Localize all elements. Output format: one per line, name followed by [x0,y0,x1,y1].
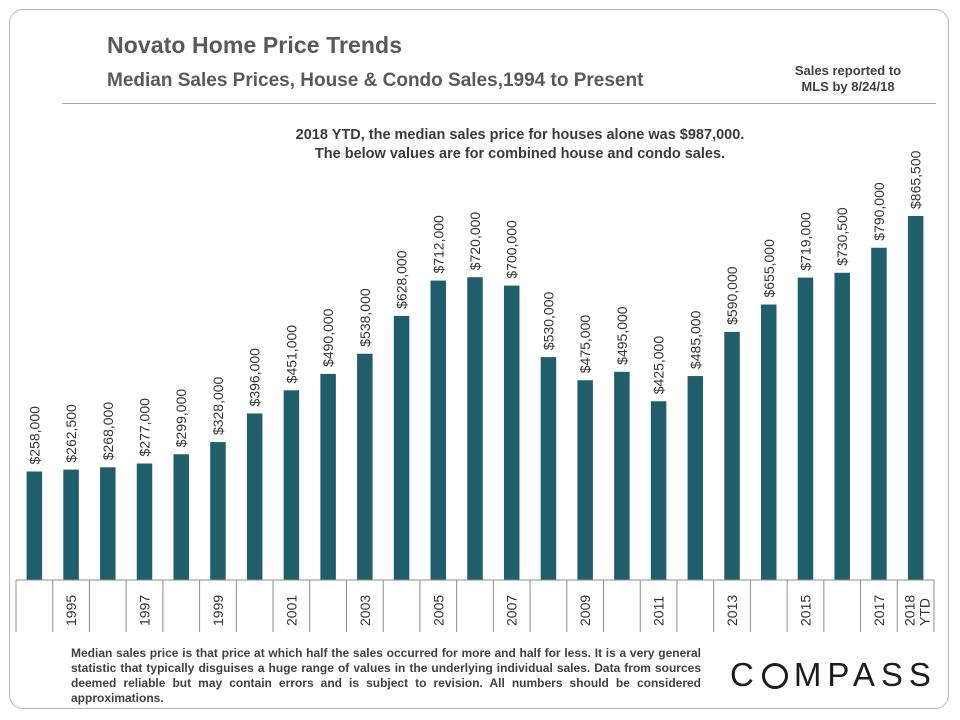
data-label-17: $425,000 [651,336,667,395]
bar-19 [724,331,740,580]
data-label-23: $790,000 [871,182,887,241]
data-label-5: $328,000 [210,376,226,435]
data-label-1: $262,500 [63,404,79,463]
callout-line-2: The below values are for combined house … [314,146,726,162]
footnote: Median sales price is that price at whic… [71,646,701,705]
bar-3 [136,463,153,580]
bar-6 [246,413,263,580]
bar-14 [540,357,557,580]
logo-text-end: MPASS [793,656,937,693]
x-tick-label-24-0: 2018 [902,595,918,626]
bar-7 [283,390,300,580]
chart-callout: 2018 YTD, the median sales price for hou… [220,126,820,164]
data-label-13: $700,000 [504,220,520,279]
data-label-21: $719,000 [797,212,813,271]
x-tick-label-23: 2017 [871,595,887,626]
compass-logo: C MPASS [730,656,937,694]
x-tick-label-17: 2011 [651,596,667,626]
data-label-18: $485,000 [687,310,703,369]
data-label-0: $258,000 [26,406,42,465]
bar-2 [100,467,116,580]
bar-18 [687,376,704,580]
bar-12 [467,277,483,580]
slide-frame [9,9,949,709]
data-label-10: $628,000 [394,250,410,309]
bar-21 [797,277,814,580]
bar-10 [393,315,410,580]
data-label-11: $712,000 [430,215,446,274]
bar-13 [503,285,520,580]
data-label-22: $730,500 [834,207,850,266]
data-label-9: $538,000 [357,288,373,347]
x-tick-label-15: 2009 [577,595,593,626]
x-tick-label-24-1: YTD [917,598,933,626]
data-label-6: $396,000 [247,348,263,407]
data-label-2: $268,000 [100,402,116,461]
x-tick-label-5: 1999 [210,595,226,626]
report-date-note-line1: Sales reported to [794,63,902,78]
bar-4 [173,454,189,580]
bar-11 [430,280,447,580]
chart-subtitle: Median Sales Prices, House & Condo Sales… [107,70,644,91]
chart-title: Novato Home Price Trends [107,32,403,58]
bar-8 [320,373,336,580]
bar-15 [577,380,593,580]
bar-20 [761,304,777,580]
bar-24 [907,216,924,580]
bar-23 [871,247,887,580]
report-date-note: Sales reported to MLS by 8/24/18 [768,63,928,95]
x-tick-label-9: 2003 [357,595,373,626]
bar-5 [210,442,226,580]
data-label-3: $277,000 [137,398,153,457]
bar-9 [357,353,373,580]
x-tick-label-11: 2005 [430,595,446,626]
data-label-7: $451,000 [283,325,299,384]
logo-text-start: C [730,656,760,693]
logo-circle-icon [761,663,788,689]
report-date-note-line2: MLS by 8/24/18 [801,79,895,94]
bar-22 [834,272,850,580]
x-tick-label-19: 2013 [724,595,740,626]
data-label-19: $590,000 [724,266,740,325]
x-tick-label-7: 2001 [283,595,299,626]
data-label-15: $475,000 [577,315,593,374]
bar-16 [614,371,630,580]
data-label-24: $865,500 [908,150,924,209]
bar-1 [63,469,79,580]
x-tick-label-13: 2007 [504,595,520,626]
data-label-20: $655,000 [761,239,777,298]
x-tick-label-1: 1995 [63,595,79,626]
x-tick-label-3: 1997 [137,595,153,626]
data-label-14: $530,000 [540,291,556,350]
bar-17 [650,401,667,580]
data-label-4: $299,000 [173,389,189,448]
data-label-8: $490,000 [320,308,336,367]
data-label-12: $720,000 [467,212,483,271]
data-label-16: $495,000 [614,306,630,365]
bar-0 [26,471,43,580]
title-divider [62,103,936,104]
callout-line-1: 2018 YTD, the median sales price for hou… [295,127,745,143]
x-tick-label-21: 2015 [797,595,813,626]
